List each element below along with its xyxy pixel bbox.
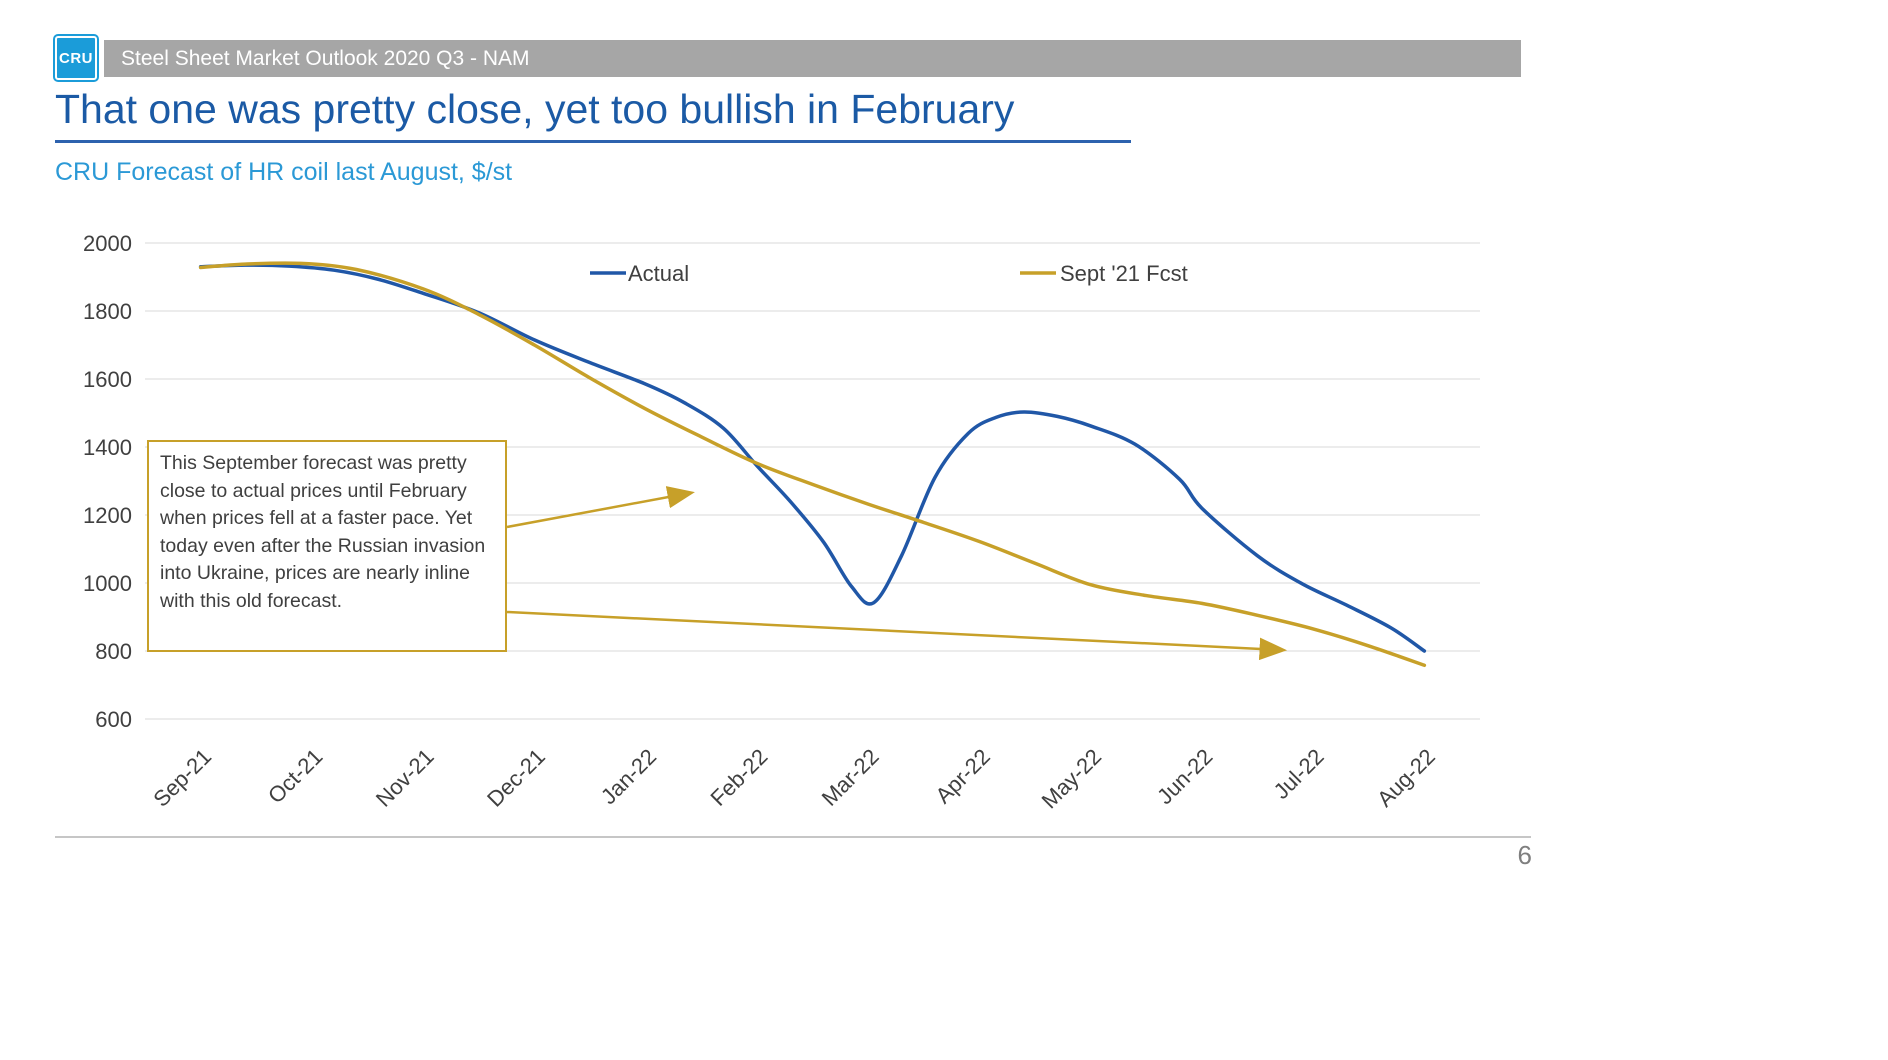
x-tick-label: Jan-22 [596,744,661,809]
x-tick-label: Oct-21 [263,744,327,808]
x-tick-label: Mar-22 [817,744,884,811]
y-tick-label: 800 [95,639,132,664]
title-rule [55,140,1131,143]
x-tick-label: Jun-22 [1152,744,1217,809]
annotation-callout: This September forecast was pretty close… [147,440,507,652]
slide-title: That one was pretty close, yet too bulli… [55,86,1015,132]
y-tick-label: 1800 [83,299,132,324]
chart-line-sept-21-fcst [198,261,1427,668]
x-tick-label: Jul-22 [1269,744,1329,804]
x-tick-label: May-22 [1037,744,1107,814]
y-tick-label: 1000 [83,571,132,596]
chart-line-actual [198,263,1427,653]
cru-logo: CRU [55,36,97,80]
cru-logo-text: CRU [59,49,93,67]
y-tick-label: 600 [95,707,132,732]
header-bar-text: Steel Sheet Market Outlook 2020 Q3 - NAM [121,47,530,70]
x-tick-label: Aug-22 [1372,744,1440,812]
chart-subtitle: CRU Forecast of HR coil last August, $/s… [55,158,513,186]
y-tick-label: 1600 [83,367,132,392]
footer-rule [55,836,1531,838]
x-tick-label: Nov-21 [371,744,439,812]
header-bar: Steel Sheet Market Outlook 2020 Q3 - NAM [104,40,1521,77]
y-tick-label: 1200 [83,503,132,528]
annotation-arrow [506,610,1287,661]
x-tick-label: Apr-22 [931,744,995,808]
annotation-arrow [506,486,695,529]
x-tick-label: Feb-22 [705,744,772,811]
legend-label: Actual [628,261,689,286]
page-number: 6 [1517,840,1532,870]
y-tick-label: 2000 [83,231,132,256]
x-tick-label: Sep-21 [148,744,216,812]
x-tick-label: Dec-21 [482,744,550,812]
legend-label: Sept '21 Fcst [1060,261,1188,286]
y-tick-label: 1400 [83,435,132,460]
annotation-text: This September forecast was pretty close… [160,452,486,612]
